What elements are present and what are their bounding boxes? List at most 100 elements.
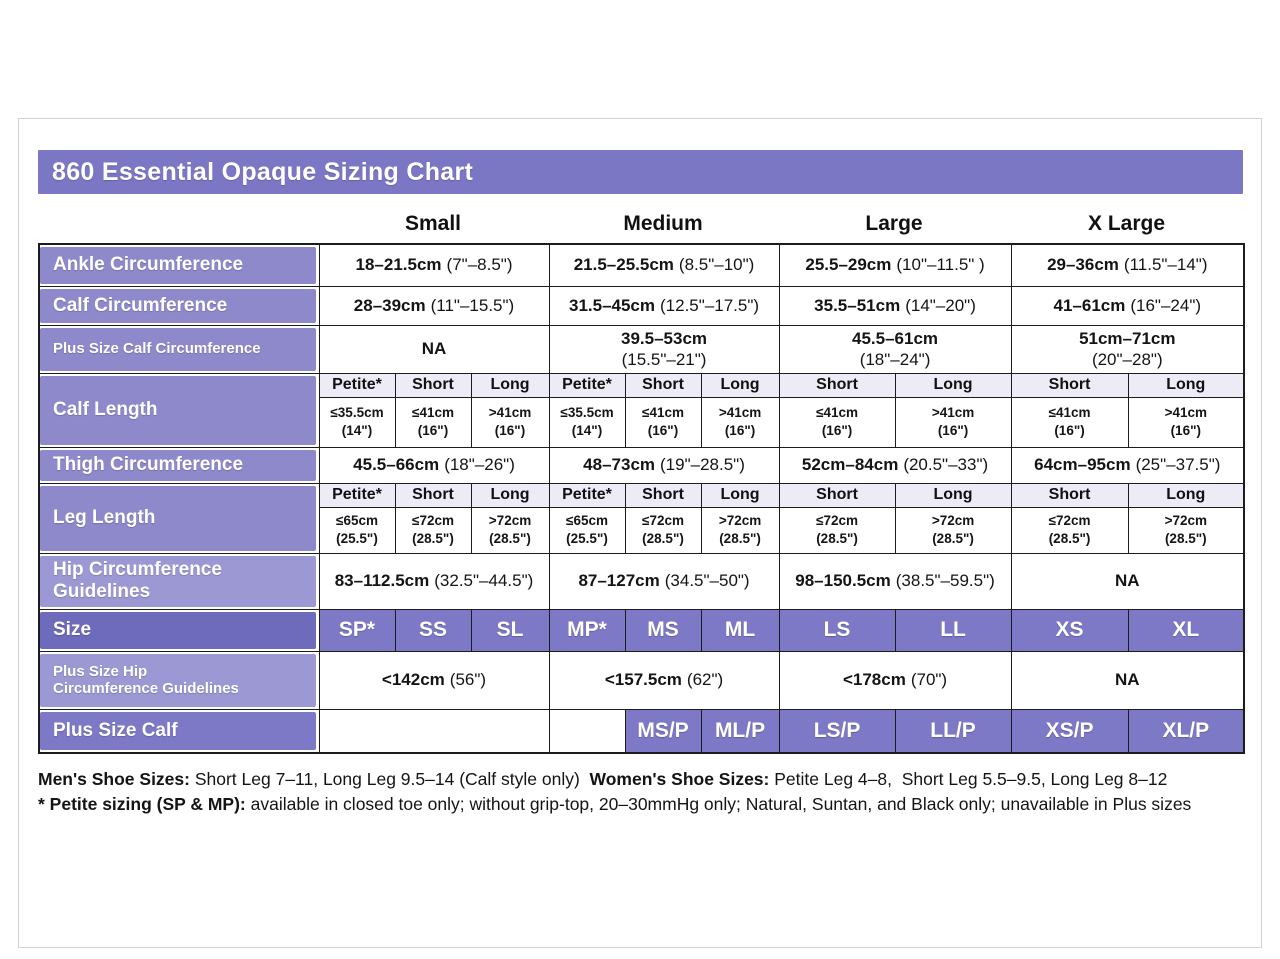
row-label-plus-calf: Plus Size Calf <box>38 708 320 754</box>
calf-length-value: ≤41cm (16") <box>394 396 472 448</box>
calf-medium-value: 31.5–45cm (12.5"–17.5") <box>548 285 780 326</box>
leg-length-subheader: Short <box>778 482 896 508</box>
plus-calf-size-cell: ML/P <box>700 708 780 754</box>
row-label-plus-hip: Plus Size Hip Circumference Guidelines <box>38 650 320 710</box>
column-header-large: Large <box>865 212 923 235</box>
table-row-ankle: Ankle Circumference 18–21.5cm (7"–8.5") 2… <box>38 243 1245 287</box>
plus-calf-size-cell: LL/P <box>894 708 1012 754</box>
plus-hip-xlarge-value: NA <box>1010 650 1245 710</box>
column-header-small: Small <box>404 212 462 235</box>
table-row-plus-hip: Plus Size Hip Circumference Guidelines <… <box>38 650 1245 710</box>
calf-length-subheader: Long <box>470 372 550 398</box>
leg-length-value: ≤72cm (28.5") <box>1010 506 1129 554</box>
plus-calf-size-cell: LS/P <box>778 708 896 754</box>
column-header-row: Small Medium Large X Large <box>38 194 1243 243</box>
footnotes: Men's Shoe Sizes: Short Leg 7–11, Long L… <box>38 767 1243 818</box>
size-cell: ML <box>700 608 780 652</box>
thigh-small-value: 45.5–66cm (18"–26") <box>318 446 550 484</box>
leg-length-value: ≤72cm (28.5") <box>624 506 702 554</box>
table-row-leg-length-values: ≤65cm (25.5") ≤72cm (28.5") >72cm (28.5") ≤… <box>39 506 1245 554</box>
petite-sizing-note: * Petite sizing (SP & MP): available in … <box>38 794 1192 815</box>
table-row-plus-calf: Plus Size Calf MS/P ML/P LS/P LL/P XS/P … <box>38 708 1245 754</box>
size-cell: SP* <box>318 608 396 652</box>
ankle-large-value: 25.5–29cm (10"–11.5" ) <box>778 243 1012 287</box>
hip-medium-value: 87–127cm (34.5"–50") <box>548 552 780 610</box>
thigh-xlarge-value: 64cm–95cm (25"–37.5") <box>1010 446 1245 484</box>
calf-small-value: 28–39cm (11"–15.5") <box>318 285 550 326</box>
chart-title: 860 Essential Opaque Sizing Chart <box>38 150 1243 194</box>
mens-shoe-sizes-label: Men's Shoe Sizes: <box>38 769 190 789</box>
table-row-calf-length-values: ≤35.5cm (14") ≤41cm (16") >41cm (16") ≤35.5… <box>39 396 1245 448</box>
leg-length-value: >72cm (28.5") <box>470 506 550 554</box>
calf-length-value: ≤35.5cm (14") <box>318 396 396 448</box>
calf-length-subheader: Short <box>624 372 702 398</box>
leg-length-subheader: Long <box>700 482 780 508</box>
leg-length-value: ≤72cm (28.5") <box>394 506 472 554</box>
leg-length-subheader: Petite* <box>548 482 626 508</box>
plus-calf-circ-small-value: NA <box>318 324 550 374</box>
calf-length-subheader: Short <box>394 372 472 398</box>
sizing-chart-card: 860 Essential Opaque Sizing Chart Small … <box>18 118 1262 948</box>
calf-length-subheader: Long <box>1127 372 1245 398</box>
thigh-large-value: 52cm–84cm (20.5"–33") <box>778 446 1012 484</box>
table-row-plus-calf-circumference: Plus Size Calf Circumference NA 39.5–53c… <box>38 324 1245 374</box>
plus-hip-medium-value: <157.5cm (62") <box>548 650 780 710</box>
leg-length-value: ≤65cm (25.5") <box>548 506 626 554</box>
hip-large-value: 98–150.5cm (38.5"–59.5") <box>778 552 1012 610</box>
row-label-thigh: Thigh Circumference <box>38 446 320 484</box>
plus-calf-circ-large-value: 45.5–61cm (18"–24") <box>778 324 1012 374</box>
leg-length-subheader: Short <box>624 482 702 508</box>
plus-calf-size-cell: MS/P <box>624 708 702 754</box>
ankle-xlarge-value: 29–36cm (11.5"–14") <box>1010 243 1245 287</box>
hip-small-value: 83–112.5cm (32.5"–44.5") <box>318 552 550 610</box>
plus-calf-size-cell: XS/P <box>1010 708 1129 754</box>
ankle-small-value: 18–21.5cm (7"–8.5") <box>318 243 550 287</box>
leg-length-value: >72cm (28.5") <box>1127 506 1245 554</box>
leg-length-subheader: Short <box>394 482 472 508</box>
leg-length-subheader: Short <box>1010 482 1129 508</box>
table-row-leg-length-subheaders: Leg Length Petite* Short Long Petite* Sh… <box>38 482 1245 554</box>
calf-length-subheader: Petite* <box>318 372 396 398</box>
calf-length-value: >41cm (16") <box>700 396 780 448</box>
size-cell: MS <box>624 608 702 652</box>
calf-length-value: >41cm (16") <box>894 396 1012 448</box>
row-label-size: Size <box>38 608 320 652</box>
plus-calf-circ-xlarge-value: 51cm–71cm (20"–28") <box>1010 324 1245 374</box>
ankle-medium-value: 21.5–25.5cm (8.5"–10") <box>548 243 780 287</box>
column-header-medium: Medium <box>623 212 703 235</box>
calf-length-subheader: Long <box>700 372 780 398</box>
calf-length-subheader: Long <box>894 372 1012 398</box>
leg-length-value: ≤65cm (25.5") <box>318 506 396 554</box>
calf-length-value: >41cm (16") <box>470 396 550 448</box>
calf-length-subheader: Short <box>1010 372 1129 398</box>
row-label-calf-length: Calf Length <box>38 372 320 448</box>
table-row-size: Size SP* SS SL MP* MS ML LS LL XS XL <box>38 608 1245 652</box>
thigh-medium-value: 48–73cm (19"–28.5") <box>548 446 780 484</box>
plus-calf-size-cell: XL/P <box>1127 708 1245 754</box>
petite-sizing-label: * Petite sizing (SP & MP): <box>38 794 246 815</box>
row-label-calf: Calf Circumference <box>38 285 320 326</box>
row-label-hip: Hip Circumference Guidelines <box>38 552 320 610</box>
table-row-thigh: Thigh Circumference 45.5–66cm (18"–26") 4… <box>38 446 1245 484</box>
womens-shoe-sizes-label: Women's Shoe Sizes: <box>589 769 770 789</box>
size-cell: SL <box>470 608 550 652</box>
calf-length-value: >41cm (16") <box>1127 396 1245 448</box>
hip-xlarge-value: NA <box>1010 552 1245 610</box>
shoe-sizes-note: Men's Shoe Sizes: Short Leg 7–11, Long L… <box>38 769 1168 789</box>
plus-calf-petite-blank <box>548 708 626 754</box>
leg-length-subheader: Petite* <box>318 482 396 508</box>
sizing-table: Ankle Circumference 18–21.5cm (7"–8.5") 2… <box>38 243 1246 754</box>
calf-length-value: ≤41cm (16") <box>778 396 896 448</box>
size-cell: XL <box>1127 608 1245 652</box>
row-label-plus-calf-circumference: Plus Size Calf Circumference <box>38 324 320 374</box>
calf-length-value: ≤41cm (16") <box>624 396 702 448</box>
table-row-calf-length-subheaders: Calf Length Petite* Short Long Petite* S… <box>38 372 1245 448</box>
row-label-leg-length: Leg Length <box>38 482 320 554</box>
leg-length-value: >72cm (28.5") <box>894 506 1012 554</box>
leg-length-value: >72cm (28.5") <box>700 506 780 554</box>
size-cell: LL <box>894 608 1012 652</box>
calf-length-subheader: Short <box>778 372 896 398</box>
leg-length-subheader: Long <box>470 482 550 508</box>
leg-length-subheader: Long <box>894 482 1012 508</box>
calf-length-value: ≤35.5cm (14") <box>548 396 626 448</box>
